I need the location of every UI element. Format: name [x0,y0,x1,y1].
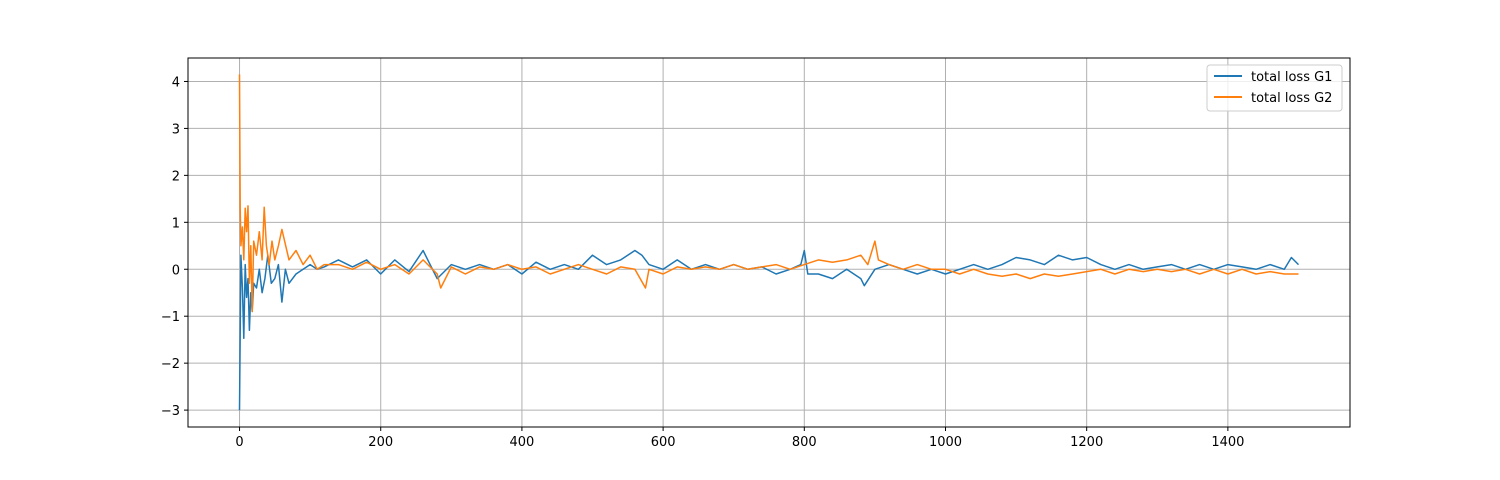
x-tick-label: 400 [510,435,535,450]
y-tick-label: 3 [172,122,180,137]
x-tick-label: 600 [651,435,676,450]
y-tick-label: 1 [172,216,180,231]
series-line-g2 [238,74,1299,313]
x-tick-label: 800 [792,435,817,450]
y-tick-label: −2 [161,357,180,372]
grid [188,58,1350,427]
series-line-g1 [238,249,1300,411]
x-tick-label: 0 [235,435,243,450]
y-tick-label: 4 [172,75,180,90]
legend: total loss G1 total loss G2 [1206,64,1343,112]
y-tick-label: 0 [172,263,180,278]
x-tick-label: 1400 [1211,435,1244,450]
legend-label-g2: total loss G2 [1251,91,1332,106]
y-tick-label: −3 [161,404,180,419]
x-axis: 0 200 400 600 800 1000 1200 1400 [235,427,1244,450]
x-tick-label: 1200 [1070,435,1103,450]
x-tick-label: 200 [368,435,393,450]
y-axis: −3 −2 −1 0 1 2 3 4 [161,75,188,419]
x-tick-label: 1000 [929,435,962,450]
series-group [238,74,1300,411]
y-tick-label: −1 [161,310,180,325]
plot-frame [187,57,1351,428]
legend-label-g1: total loss G1 [1251,70,1332,85]
y-tick-label: 2 [172,169,180,184]
